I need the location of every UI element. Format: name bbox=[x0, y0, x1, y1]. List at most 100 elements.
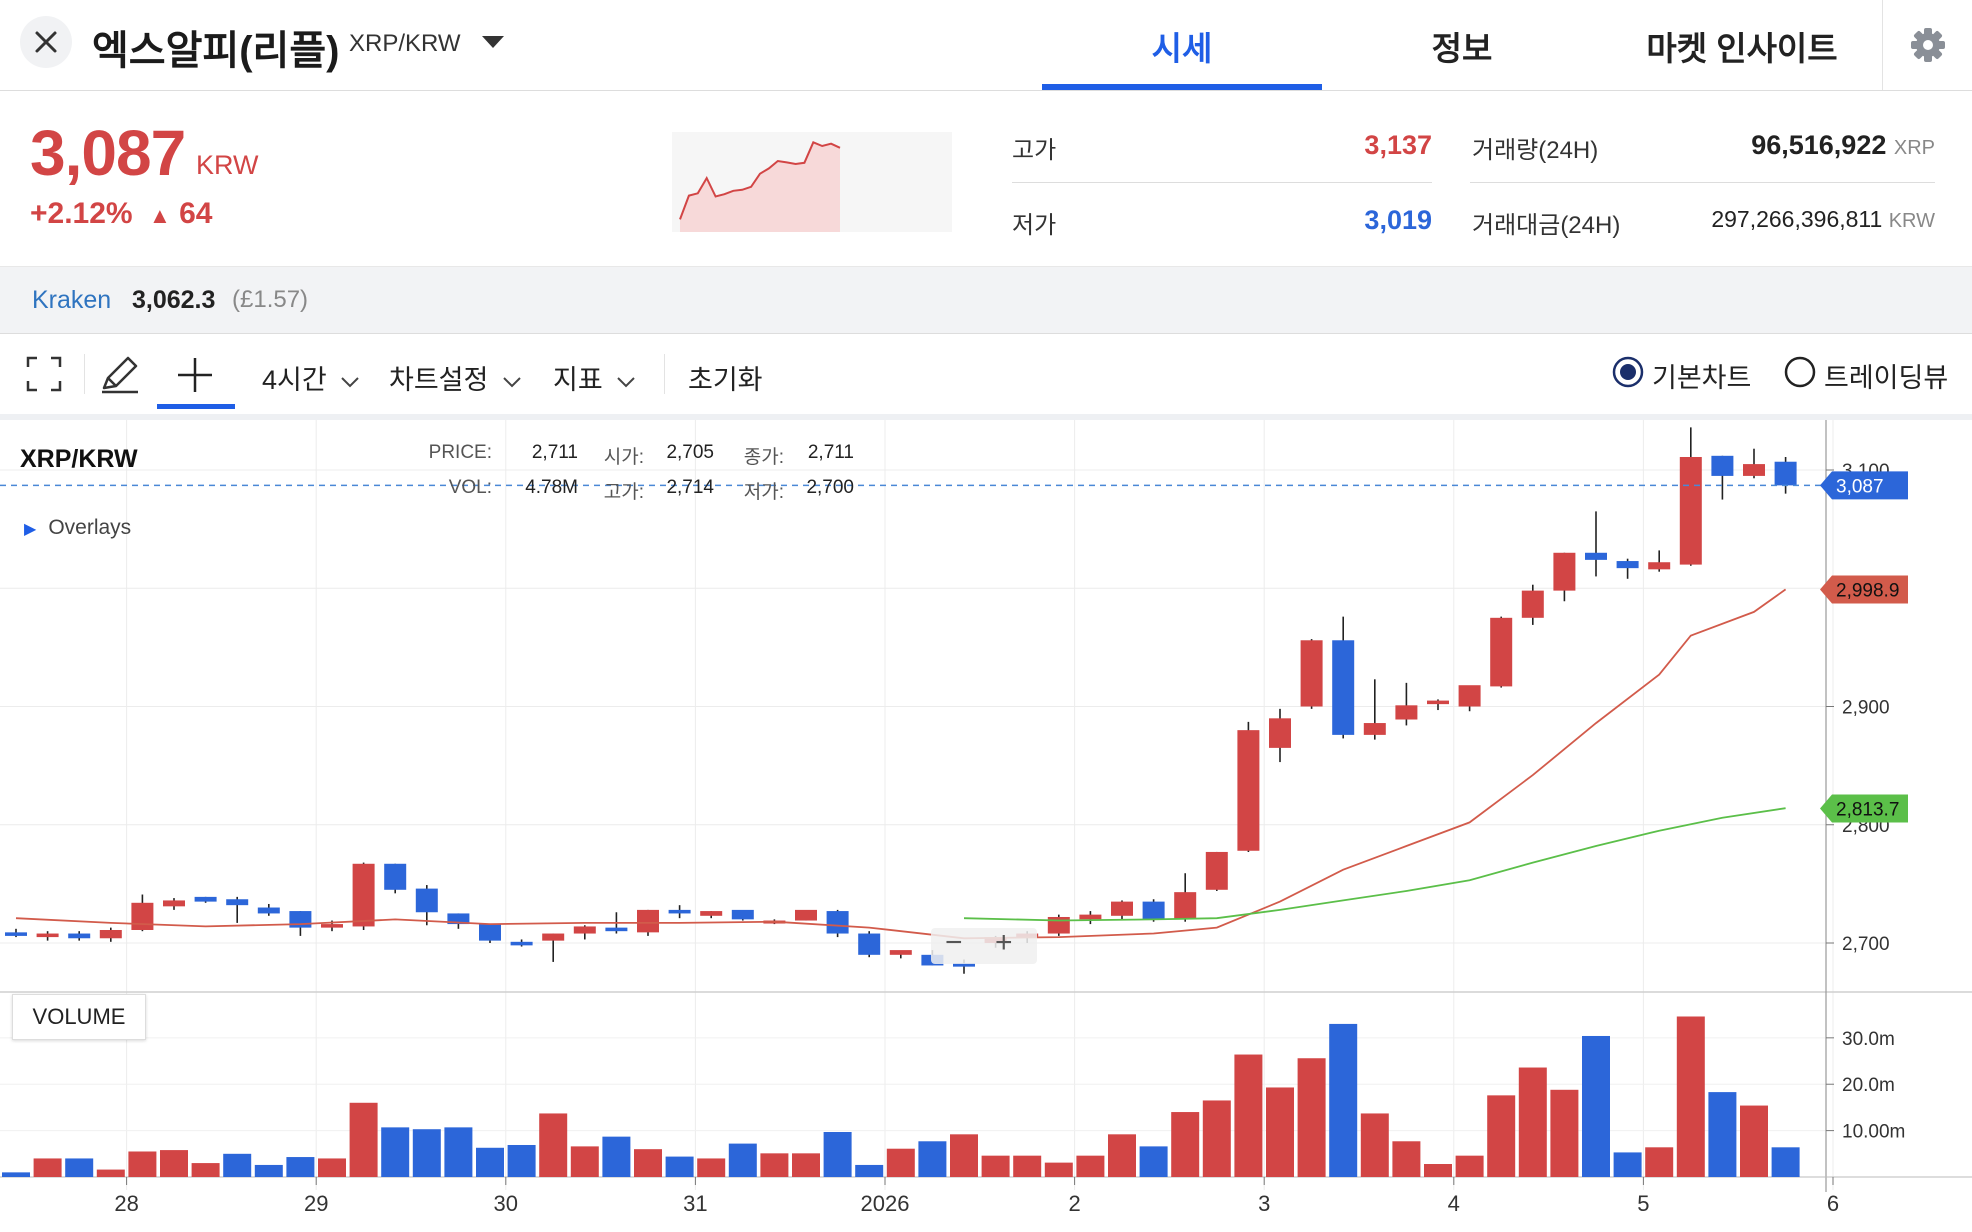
crosshair-icon bbox=[178, 358, 212, 392]
candle bbox=[889, 950, 912, 955]
volume-bar bbox=[349, 1102, 378, 1177]
candle bbox=[163, 900, 185, 907]
candle bbox=[257, 907, 280, 914]
zoom-in-button[interactable]: + bbox=[995, 926, 1013, 959]
candle bbox=[1174, 892, 1197, 920]
draw-tool-button[interactable] bbox=[98, 352, 142, 401]
volume-bar bbox=[1234, 1054, 1263, 1177]
volume-bar bbox=[792, 1153, 820, 1177]
volume-tick-label: 20.0m bbox=[1842, 1075, 1895, 1096]
radio-trading-view-label[interactable]: 트레이딩뷰 bbox=[1824, 363, 1949, 393]
volume-bar bbox=[507, 1144, 536, 1177]
ohlc-high: 2,714 bbox=[666, 477, 714, 498]
chart-settings-label: 차트설정 bbox=[389, 365, 489, 395]
volume-bar bbox=[1613, 1152, 1642, 1177]
close-icon bbox=[35, 31, 57, 53]
ohlc-open: 2,705 bbox=[666, 442, 714, 463]
ohlc-readout: PRICE: 2,711 시가: 2,705 종가: 2,711 VOL: 4.… bbox=[420, 442, 854, 504]
x-tick-label: 6 bbox=[1827, 1191, 1839, 1216]
pencil-icon bbox=[102, 356, 138, 394]
x-tick-label: 2026 bbox=[861, 1191, 910, 1216]
volume-bar bbox=[1139, 1146, 1168, 1177]
chart-title: XRP/KRW bbox=[20, 445, 138, 473]
radio-unselected-icon bbox=[1784, 356, 1816, 388]
x-tick-label: 5 bbox=[1637, 1191, 1649, 1216]
divider bbox=[1012, 182, 1432, 183]
interval-select[interactable]: 4시간 bbox=[262, 358, 360, 397]
volume-bar bbox=[1550, 1089, 1579, 1177]
zoom-out-button[interactable]: − bbox=[945, 926, 963, 959]
volume-bar bbox=[1424, 1164, 1452, 1177]
volume-bar bbox=[570, 1146, 599, 1177]
ma-long-tag-shape bbox=[1820, 794, 1908, 823]
ohlc-low-label: 저가: bbox=[743, 482, 784, 503]
volume-24h-value: 96,516,922 bbox=[1751, 130, 1887, 160]
volume-bar bbox=[1013, 1155, 1042, 1177]
radio-trading-view[interactable] bbox=[1784, 356, 1816, 393]
chart-settings-menu[interactable]: 차트설정 bbox=[389, 358, 522, 397]
candle bbox=[1711, 455, 1734, 476]
candle bbox=[510, 941, 533, 946]
volume-bar bbox=[223, 1153, 252, 1177]
chevron-down-icon bbox=[341, 377, 359, 388]
indicators-menu[interactable]: 지표 bbox=[553, 358, 636, 397]
current-price-tag: 3,087 bbox=[1820, 471, 1908, 500]
candle bbox=[1111, 901, 1133, 916]
candle bbox=[637, 909, 659, 933]
low-label: 저가 bbox=[1012, 212, 1057, 239]
ohlc-price: 2,711 bbox=[531, 442, 578, 463]
candle bbox=[826, 911, 849, 934]
overlays-toggle[interactable]: ▶ Overlays bbox=[24, 516, 131, 540]
volume-bar bbox=[1771, 1147, 1800, 1177]
volume-24h-label: 거래량(24H) bbox=[1472, 137, 1599, 164]
volume-bar bbox=[823, 1132, 852, 1177]
x-tick-label: 28 bbox=[114, 1191, 138, 1216]
settings-button[interactable] bbox=[1882, 0, 1972, 90]
gear-icon bbox=[1911, 28, 1945, 62]
change-percent: +2.12% bbox=[30, 197, 133, 230]
candle bbox=[1427, 700, 1449, 705]
tab-price[interactable]: 시세 bbox=[1151, 30, 1213, 67]
candle bbox=[1079, 914, 1102, 920]
candle bbox=[1142, 901, 1165, 920]
volume-bar bbox=[1076, 1155, 1105, 1177]
candle bbox=[573, 926, 596, 934]
volume-bar bbox=[1740, 1105, 1768, 1177]
volume-bar bbox=[634, 1149, 662, 1177]
candle bbox=[226, 899, 249, 906]
volume-bar bbox=[160, 1150, 188, 1177]
tab-info[interactable]: 정보 bbox=[1431, 30, 1493, 67]
x-tick-label: 3 bbox=[1258, 1191, 1270, 1216]
radio-selected-icon bbox=[1612, 356, 1644, 388]
radio-basic-chart-label[interactable]: 기본차트 bbox=[1652, 363, 1752, 393]
candle bbox=[131, 902, 154, 930]
candle bbox=[447, 913, 470, 925]
volume-bar bbox=[950, 1134, 978, 1177]
exchange-name[interactable]: Kraken bbox=[32, 286, 112, 314]
crosshair-tool-button[interactable] bbox=[174, 354, 216, 401]
candle bbox=[1269, 718, 1291, 748]
volume-bar bbox=[1044, 1162, 1073, 1177]
current-price-tag-label: 3,087 bbox=[1836, 476, 1884, 497]
volume-bars bbox=[2, 1016, 1800, 1177]
ohlc-low: 2,700 bbox=[806, 477, 854, 498]
volume-bar bbox=[286, 1157, 315, 1177]
tab-market-insight[interactable]: 마켓 인사이트 bbox=[1646, 30, 1838, 67]
chart-gap bbox=[0, 414, 1972, 420]
pair-dropdown[interactable] bbox=[480, 34, 506, 55]
x-tick-label: 30 bbox=[494, 1191, 518, 1216]
active-tab-indicator bbox=[1042, 84, 1322, 90]
radio-basic-chart[interactable] bbox=[1612, 356, 1644, 393]
volume-bar bbox=[254, 1164, 283, 1177]
low-value: 3,019 bbox=[1364, 205, 1432, 235]
candlestick-chart[interactable]: 2,7002,8002,9003,0003,10010.00m20.0m30.0… bbox=[0, 420, 1972, 1232]
volume-bar bbox=[1202, 1100, 1231, 1177]
close-button[interactable] bbox=[20, 16, 72, 68]
fullscreen-button[interactable] bbox=[24, 354, 64, 399]
volume-24h: 96,516,922 XRP bbox=[1635, 130, 1935, 161]
overlays-label: Overlays bbox=[48, 516, 132, 539]
candle bbox=[605, 927, 628, 932]
reset-button[interactable]: 초기화 bbox=[688, 365, 763, 395]
volume-bar bbox=[33, 1158, 62, 1177]
high-value: 3,137 bbox=[1364, 130, 1432, 160]
